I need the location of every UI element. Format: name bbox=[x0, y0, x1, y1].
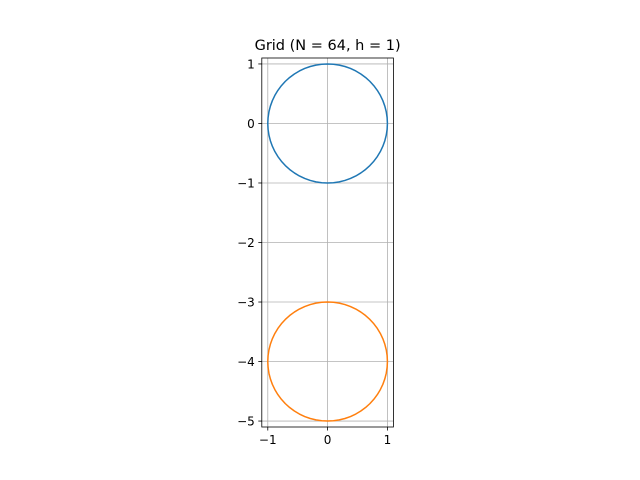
y-tick-label: −1 bbox=[237, 176, 255, 190]
y-tick-label: −5 bbox=[237, 414, 255, 428]
y-tick-label: 1 bbox=[247, 57, 255, 71]
x-tick-label: 1 bbox=[384, 433, 392, 447]
series-1-circle bbox=[267, 63, 389, 184]
chart-title: Grid (N = 64, h = 1) bbox=[255, 38, 401, 54]
y-tick-label: −4 bbox=[237, 355, 255, 369]
series-layer bbox=[267, 63, 389, 422]
series-2-circle bbox=[267, 301, 389, 422]
x-tick-label: 0 bbox=[324, 433, 332, 447]
y-tick-label: −3 bbox=[237, 295, 255, 309]
y-tick-label: −2 bbox=[237, 236, 255, 250]
ticks: −1 0 1 1 0 −1 −2 −3 −4 −5 bbox=[237, 57, 391, 447]
y-tick-label: 0 bbox=[247, 117, 255, 131]
x-tick-label: −1 bbox=[259, 433, 277, 447]
